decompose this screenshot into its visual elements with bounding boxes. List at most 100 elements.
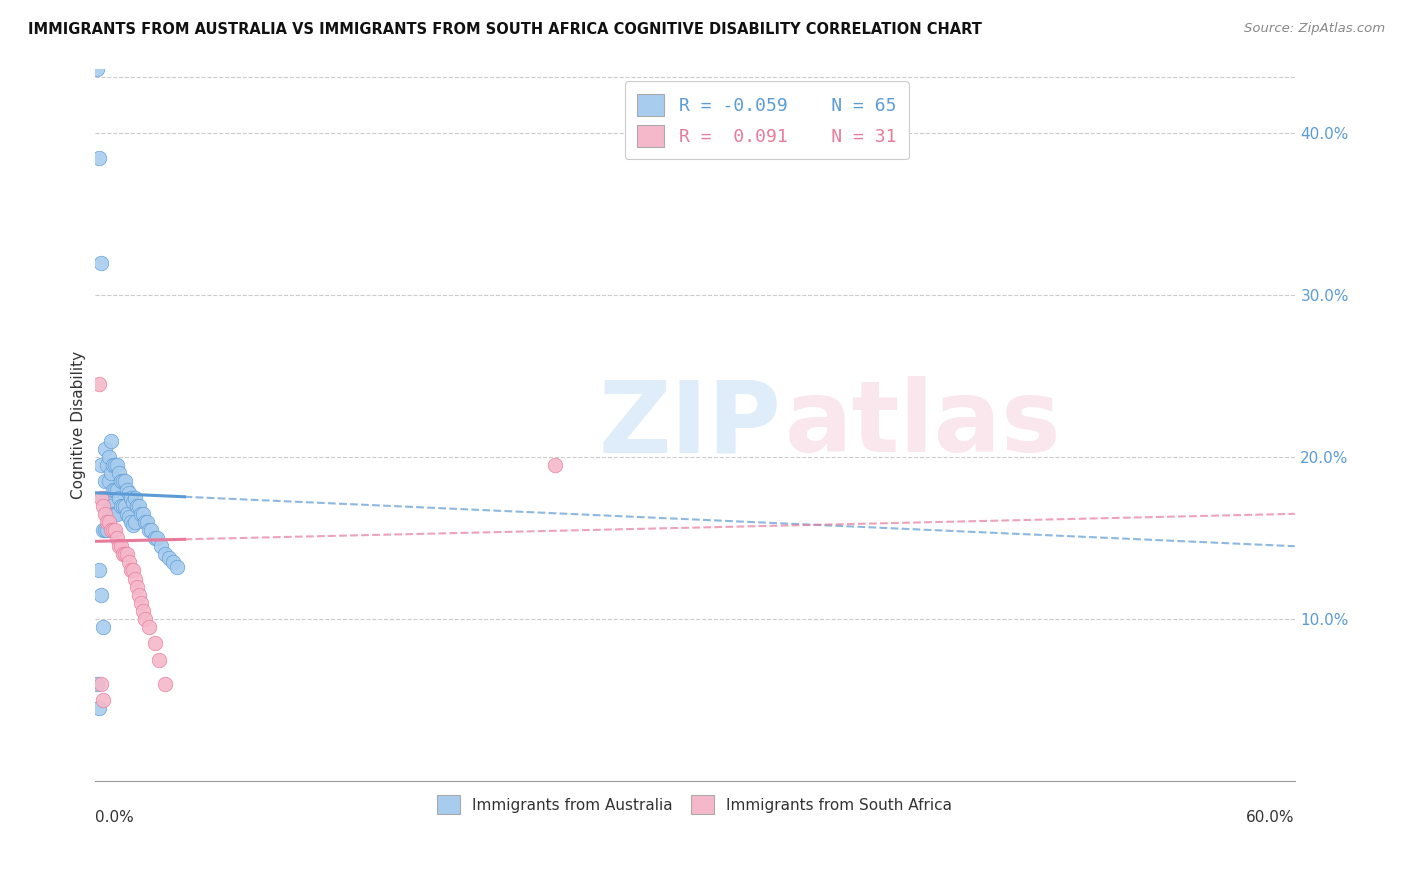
Point bbox=[111, 475, 134, 489]
Point bbox=[90, 458, 112, 473]
Point bbox=[131, 507, 153, 521]
Point bbox=[97, 507, 120, 521]
Point bbox=[134, 515, 156, 529]
Point bbox=[91, 523, 114, 537]
Text: atlas: atlas bbox=[785, 376, 1062, 474]
Point bbox=[97, 515, 120, 529]
Point bbox=[153, 547, 176, 561]
Point bbox=[129, 596, 152, 610]
Point bbox=[131, 604, 153, 618]
Point bbox=[110, 475, 132, 489]
Y-axis label: Cognitive Disability: Cognitive Disability bbox=[72, 351, 86, 499]
Point bbox=[111, 547, 134, 561]
Point bbox=[120, 491, 142, 505]
Point bbox=[110, 539, 132, 553]
Point bbox=[96, 523, 118, 537]
Point bbox=[143, 636, 166, 650]
Text: IMMIGRANTS FROM AUSTRALIA VS IMMIGRANTS FROM SOUTH AFRICA COGNITIVE DISABILITY C: IMMIGRANTS FROM AUSTRALIA VS IMMIGRANTS … bbox=[28, 22, 981, 37]
Point bbox=[101, 507, 124, 521]
Point bbox=[124, 572, 146, 586]
Point bbox=[96, 458, 118, 473]
Point bbox=[135, 515, 157, 529]
Point bbox=[103, 483, 125, 497]
Point bbox=[121, 495, 143, 509]
Point bbox=[90, 677, 112, 691]
Point bbox=[107, 539, 129, 553]
Point bbox=[105, 507, 128, 521]
Point bbox=[129, 507, 152, 521]
Text: ZIP: ZIP bbox=[599, 376, 782, 474]
Point bbox=[93, 442, 115, 456]
Point bbox=[114, 499, 136, 513]
Point bbox=[87, 151, 110, 165]
Point bbox=[143, 531, 166, 545]
Point bbox=[166, 560, 188, 574]
Point bbox=[91, 693, 114, 707]
Point bbox=[100, 523, 122, 537]
Point bbox=[91, 499, 114, 513]
Point bbox=[90, 588, 112, 602]
Point bbox=[101, 458, 124, 473]
Point bbox=[100, 467, 122, 481]
Point bbox=[149, 539, 172, 553]
Point bbox=[101, 483, 124, 497]
Point bbox=[100, 499, 122, 513]
Point bbox=[138, 620, 160, 634]
Point bbox=[145, 531, 167, 545]
Point bbox=[107, 491, 129, 505]
Text: 60.0%: 60.0% bbox=[1246, 810, 1295, 824]
Point bbox=[111, 499, 134, 513]
Point bbox=[128, 499, 150, 513]
Point bbox=[87, 564, 110, 578]
Point bbox=[96, 491, 118, 505]
Point bbox=[96, 515, 118, 529]
Point bbox=[90, 491, 112, 505]
Point bbox=[103, 523, 125, 537]
Point bbox=[97, 475, 120, 489]
Point bbox=[115, 483, 138, 497]
Point bbox=[110, 499, 132, 513]
Point bbox=[117, 485, 139, 500]
Point bbox=[105, 483, 128, 497]
Point bbox=[134, 612, 156, 626]
Legend: Immigrants from Australia, Immigrants from South Africa: Immigrants from Australia, Immigrants fr… bbox=[427, 786, 962, 823]
Point bbox=[124, 491, 146, 505]
Text: 0.0%: 0.0% bbox=[94, 810, 134, 824]
Point bbox=[93, 523, 115, 537]
Point bbox=[125, 499, 148, 513]
Point bbox=[148, 652, 170, 666]
Point bbox=[125, 580, 148, 594]
Point bbox=[128, 588, 150, 602]
Point bbox=[86, 677, 108, 691]
Point bbox=[87, 377, 110, 392]
Point bbox=[121, 518, 143, 533]
Point bbox=[153, 677, 176, 691]
Point bbox=[105, 531, 128, 545]
Point bbox=[139, 523, 162, 537]
Point bbox=[114, 547, 136, 561]
Point bbox=[100, 434, 122, 448]
Point bbox=[121, 564, 143, 578]
Point bbox=[138, 523, 160, 537]
Point bbox=[97, 450, 120, 464]
Point bbox=[117, 510, 139, 524]
Point bbox=[114, 475, 136, 489]
Point bbox=[93, 475, 115, 489]
Point bbox=[86, 62, 108, 76]
Point bbox=[103, 458, 125, 473]
Point bbox=[91, 491, 114, 505]
Point bbox=[91, 620, 114, 634]
Point bbox=[105, 458, 128, 473]
Point bbox=[124, 515, 146, 529]
Point bbox=[87, 701, 110, 715]
Point bbox=[115, 507, 138, 521]
Point bbox=[107, 467, 129, 481]
Point bbox=[117, 555, 139, 569]
Point bbox=[162, 555, 184, 569]
Point bbox=[543, 458, 565, 473]
Text: Source: ZipAtlas.com: Source: ZipAtlas.com bbox=[1244, 22, 1385, 36]
Point bbox=[157, 550, 180, 565]
Point bbox=[101, 523, 124, 537]
Point bbox=[90, 256, 112, 270]
Point bbox=[120, 515, 142, 529]
